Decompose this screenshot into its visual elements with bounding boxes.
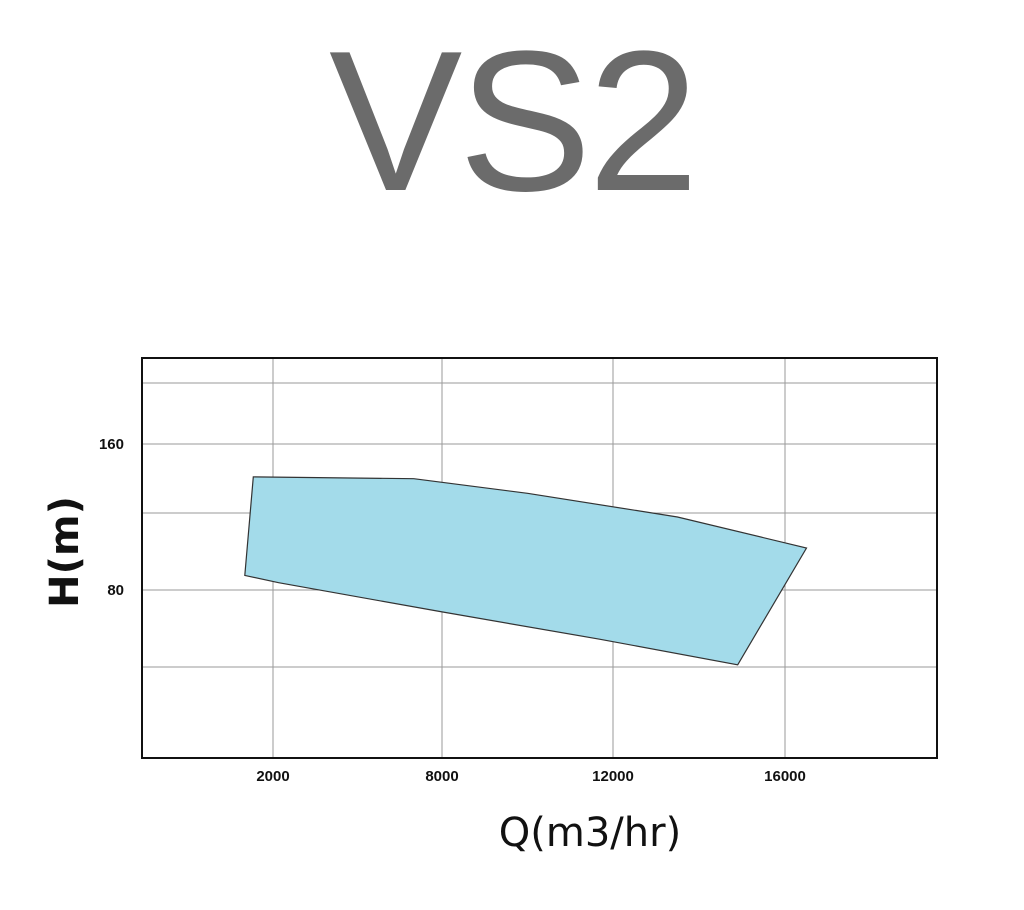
x-tick-label: 16000 — [764, 768, 806, 785]
y-tick-label: 160 — [99, 436, 124, 453]
y-axis-label: H(m) — [42, 496, 88, 608]
page-title: VS2 — [328, 10, 699, 233]
x-tick-label: 8000 — [425, 768, 458, 785]
x-tick-label: 12000 — [592, 768, 634, 785]
tick-labels: 2000 8000 12000 16000 160 80 — [99, 436, 806, 785]
operating-range-area — [244, 476, 808, 666]
y-tick-label: 80 — [107, 582, 124, 599]
x-tick-label: 2000 — [256, 768, 289, 785]
plot-frame — [141, 357, 938, 759]
chart-series — [244, 476, 808, 666]
x-axis-label: Q(m3/hr) — [499, 810, 681, 856]
